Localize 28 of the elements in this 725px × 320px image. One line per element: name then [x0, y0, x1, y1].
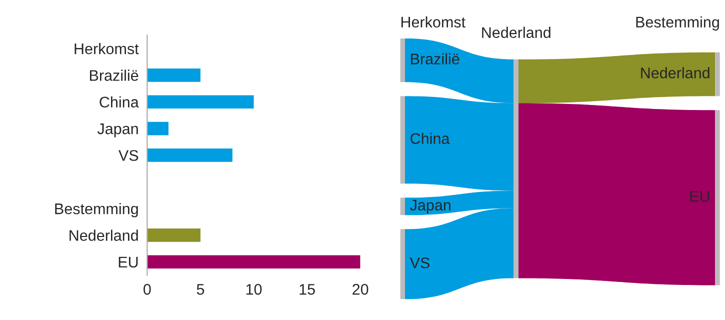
- y-tick-label: China: [100, 96, 139, 108]
- category-label: VS: [410, 257, 430, 268]
- y-tick-label: VS: [118, 150, 138, 161]
- text: Herkomst: [401, 16, 466, 28]
- category-label: Brazilië: [411, 53, 460, 64]
- x-tick-label: 5: [196, 284, 204, 295]
- category-label: Nederland: [641, 67, 710, 78]
- x-tick-label: 15: [300, 284, 315, 295]
- x-tick-label: 0: [144, 284, 151, 295]
- y-tick-label: Nederland: [70, 230, 138, 241]
- bar: [147, 122, 168, 136]
- bar: [147, 255, 360, 269]
- y-tick-label: Brazilië: [90, 70, 138, 81]
- text: Bestemming: [636, 16, 719, 31]
- x-tick-label: 20: [352, 284, 368, 295]
- bar: [147, 68, 200, 82]
- text: Nederland: [482, 26, 550, 38]
- y-tick-label: Japan: [97, 124, 138, 138]
- category-label: China: [410, 132, 450, 144]
- bar: [147, 148, 232, 162]
- x-tick-label: 10: [246, 284, 262, 295]
- category-label: Japan: [410, 200, 450, 214]
- bar: [147, 95, 254, 109]
- bar: [147, 228, 200, 242]
- y-tick-label: Herkomst: [74, 43, 139, 54]
- y-tick-label: EU: [118, 256, 138, 268]
- category-label: EU: [690, 191, 710, 202]
- y-tick-label: Bestemming: [55, 203, 138, 218]
